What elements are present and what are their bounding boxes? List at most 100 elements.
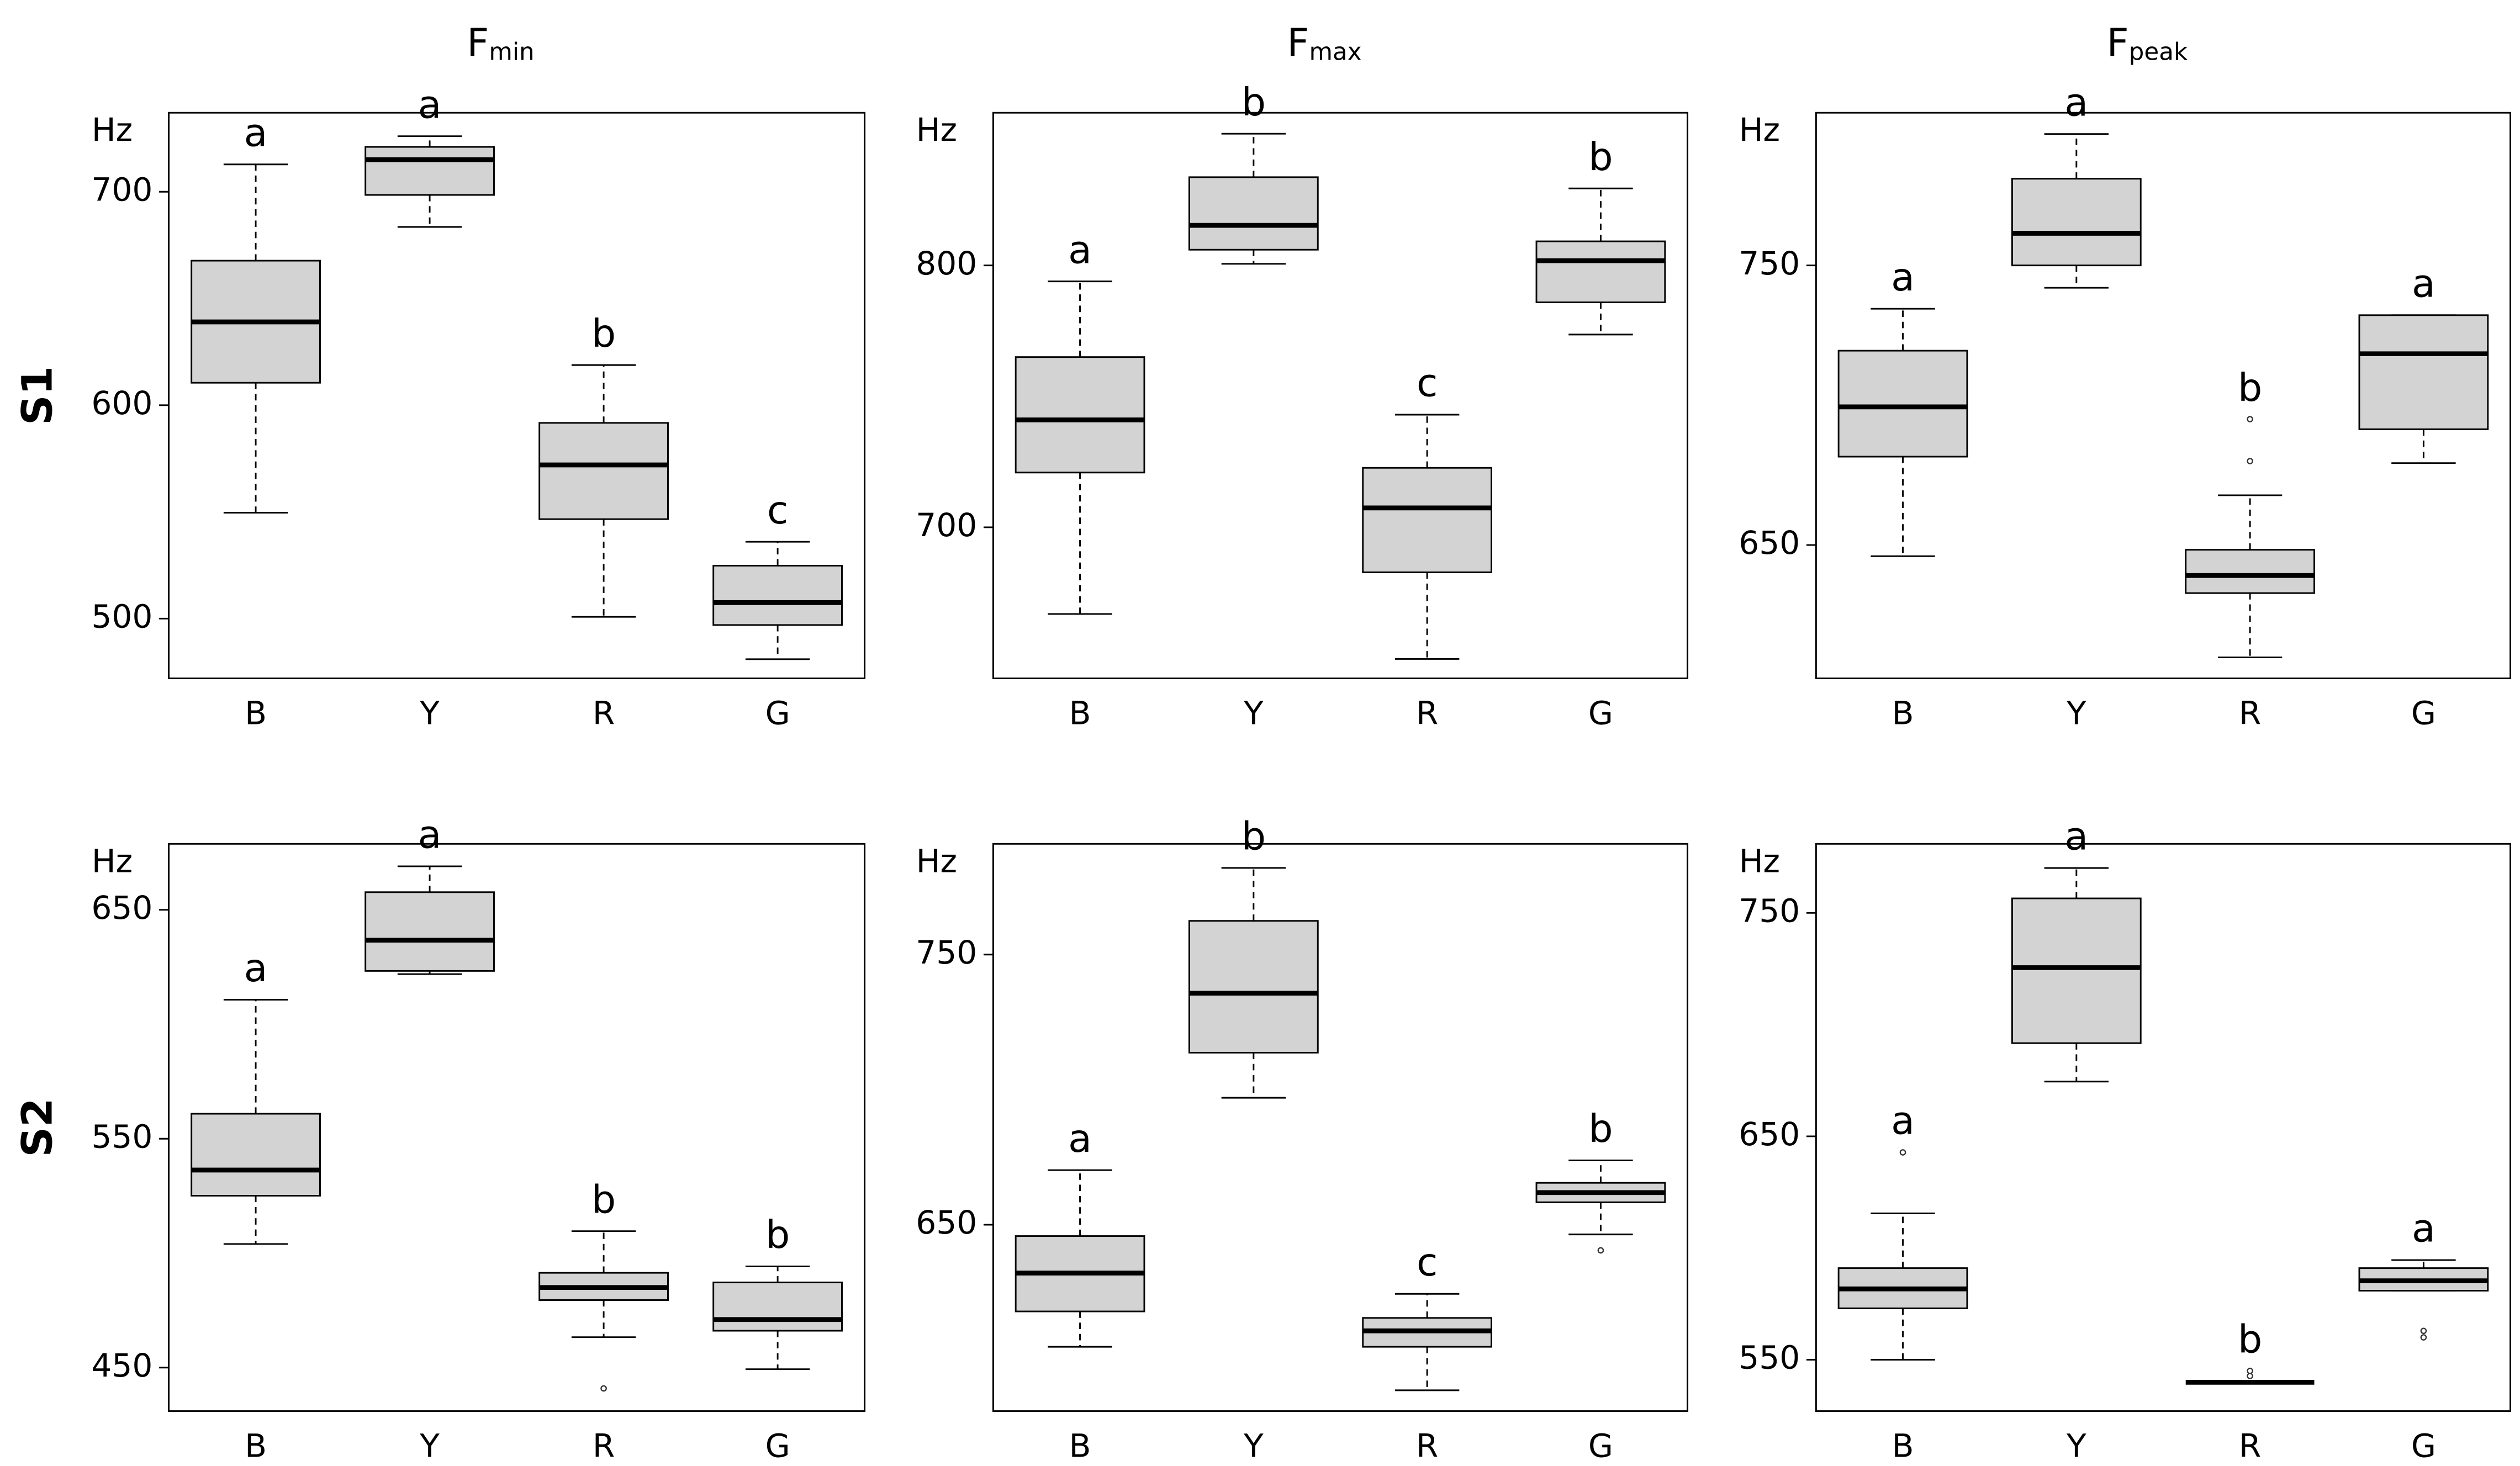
x-tick-label: G bbox=[2411, 695, 2436, 732]
y-tick-label: 500 bbox=[91, 597, 152, 635]
outlier bbox=[1899, 1149, 1906, 1156]
box bbox=[1535, 240, 1666, 304]
x-tick-label: B bbox=[1069, 1427, 1091, 1465]
group-letter: b bbox=[1588, 1107, 1613, 1151]
column-title: Fpeak bbox=[2106, 20, 2188, 66]
x-tick-label: Y bbox=[419, 1427, 440, 1465]
group-letter: a bbox=[1068, 227, 1092, 272]
group-letter: c bbox=[1417, 1240, 1438, 1285]
group-letter: b bbox=[1241, 80, 1266, 125]
y-tick-label: 650 bbox=[91, 889, 152, 927]
box bbox=[364, 146, 495, 196]
y-tick-label: 700 bbox=[916, 506, 977, 544]
y-axis-label: Hz bbox=[92, 111, 133, 149]
group-letter: a bbox=[2412, 261, 2436, 306]
box bbox=[1837, 350, 1968, 458]
box bbox=[1188, 920, 1319, 1054]
box bbox=[1015, 356, 1145, 474]
row-label: S1 bbox=[13, 366, 62, 425]
x-tick-label: B bbox=[1892, 1427, 1914, 1465]
group-letter: b bbox=[765, 1213, 790, 1257]
group-letter: a bbox=[418, 813, 442, 858]
box bbox=[191, 1113, 321, 1197]
x-tick-label: B bbox=[1892, 695, 1914, 732]
plot-frame bbox=[992, 112, 1689, 680]
x-tick-label: G bbox=[1588, 1427, 1613, 1465]
y-tick-label: 450 bbox=[91, 1347, 152, 1384]
y-axis-label: Hz bbox=[92, 842, 133, 880]
x-tick-label: R bbox=[1416, 695, 1438, 732]
box bbox=[712, 1282, 843, 1332]
box bbox=[2011, 897, 2142, 1044]
group-letter: a bbox=[244, 110, 268, 155]
group-letter: b bbox=[2238, 366, 2262, 410]
box bbox=[2011, 178, 2142, 267]
outlier bbox=[1597, 1247, 1604, 1254]
plot-frame bbox=[168, 843, 866, 1412]
x-tick-label: G bbox=[1588, 695, 1613, 732]
y-axis-label: Hz bbox=[916, 842, 957, 880]
box bbox=[2358, 314, 2489, 430]
y-tick-label: 750 bbox=[1739, 892, 1800, 929]
y-tick-label: 600 bbox=[91, 384, 152, 422]
group-letter: a bbox=[2064, 814, 2088, 859]
group-letter: a bbox=[1068, 1116, 1092, 1161]
box bbox=[364, 891, 495, 972]
x-tick-label: Y bbox=[419, 695, 440, 732]
x-tick-label: B bbox=[1069, 695, 1091, 732]
x-tick-label: R bbox=[2239, 695, 2261, 732]
outlier bbox=[2247, 1373, 2253, 1379]
group-letter: b bbox=[1588, 135, 1613, 179]
title-sub: peak bbox=[2129, 38, 2188, 66]
x-tick-label: R bbox=[2239, 1427, 2261, 1465]
row-label: S2 bbox=[13, 1098, 62, 1157]
outlier bbox=[2420, 1334, 2427, 1341]
box bbox=[2185, 549, 2315, 594]
y-tick-label: 550 bbox=[91, 1118, 152, 1155]
plot-frame bbox=[992, 843, 1689, 1412]
box bbox=[538, 422, 669, 520]
x-tick-label: B bbox=[245, 695, 267, 732]
column-title: Fmin bbox=[467, 20, 534, 66]
group-letter: c bbox=[767, 488, 788, 533]
y-tick-label: 650 bbox=[1739, 1115, 1800, 1153]
group-letter: c bbox=[1417, 361, 1438, 406]
group-letter: a bbox=[1891, 255, 1915, 300]
title-main: F bbox=[2106, 20, 2128, 65]
group-letter: a bbox=[418, 82, 442, 127]
x-tick-label: R bbox=[593, 1427, 615, 1465]
x-tick-label: R bbox=[593, 695, 615, 732]
title-main: F bbox=[467, 20, 489, 65]
y-tick-label: 800 bbox=[916, 245, 977, 282]
box bbox=[1188, 176, 1319, 251]
group-letter: b bbox=[2238, 1317, 2262, 1362]
plot-frame bbox=[1815, 112, 2511, 680]
y-axis-label: Hz bbox=[916, 111, 957, 149]
plot-frame bbox=[168, 112, 866, 680]
x-tick-label: Y bbox=[2066, 695, 2086, 732]
x-tick-label: Y bbox=[1243, 695, 1264, 732]
x-tick-label: R bbox=[1416, 1427, 1438, 1465]
x-tick-label: G bbox=[2411, 1427, 2436, 1465]
plot-frame bbox=[1815, 843, 2511, 1412]
group-letter: b bbox=[591, 1177, 616, 1222]
group-letter: a bbox=[244, 946, 268, 991]
outlier bbox=[2247, 458, 2253, 464]
y-tick-label: 700 bbox=[91, 171, 152, 208]
x-tick-label: Y bbox=[2066, 1427, 2086, 1465]
box bbox=[1362, 467, 1493, 573]
x-tick-label: G bbox=[765, 695, 790, 732]
y-axis-label: Hz bbox=[1739, 842, 1780, 880]
group-letter: a bbox=[2064, 80, 2088, 125]
y-tick-label: 650 bbox=[916, 1204, 977, 1241]
outlier bbox=[2420, 1327, 2427, 1335]
title-main: F bbox=[1287, 20, 1309, 65]
x-tick-label: B bbox=[245, 1427, 267, 1465]
x-tick-label: G bbox=[765, 1427, 790, 1465]
group-letter: a bbox=[1891, 1099, 1915, 1144]
group-letter: b bbox=[591, 311, 616, 356]
y-tick-label: 750 bbox=[916, 934, 977, 971]
box bbox=[712, 565, 843, 626]
